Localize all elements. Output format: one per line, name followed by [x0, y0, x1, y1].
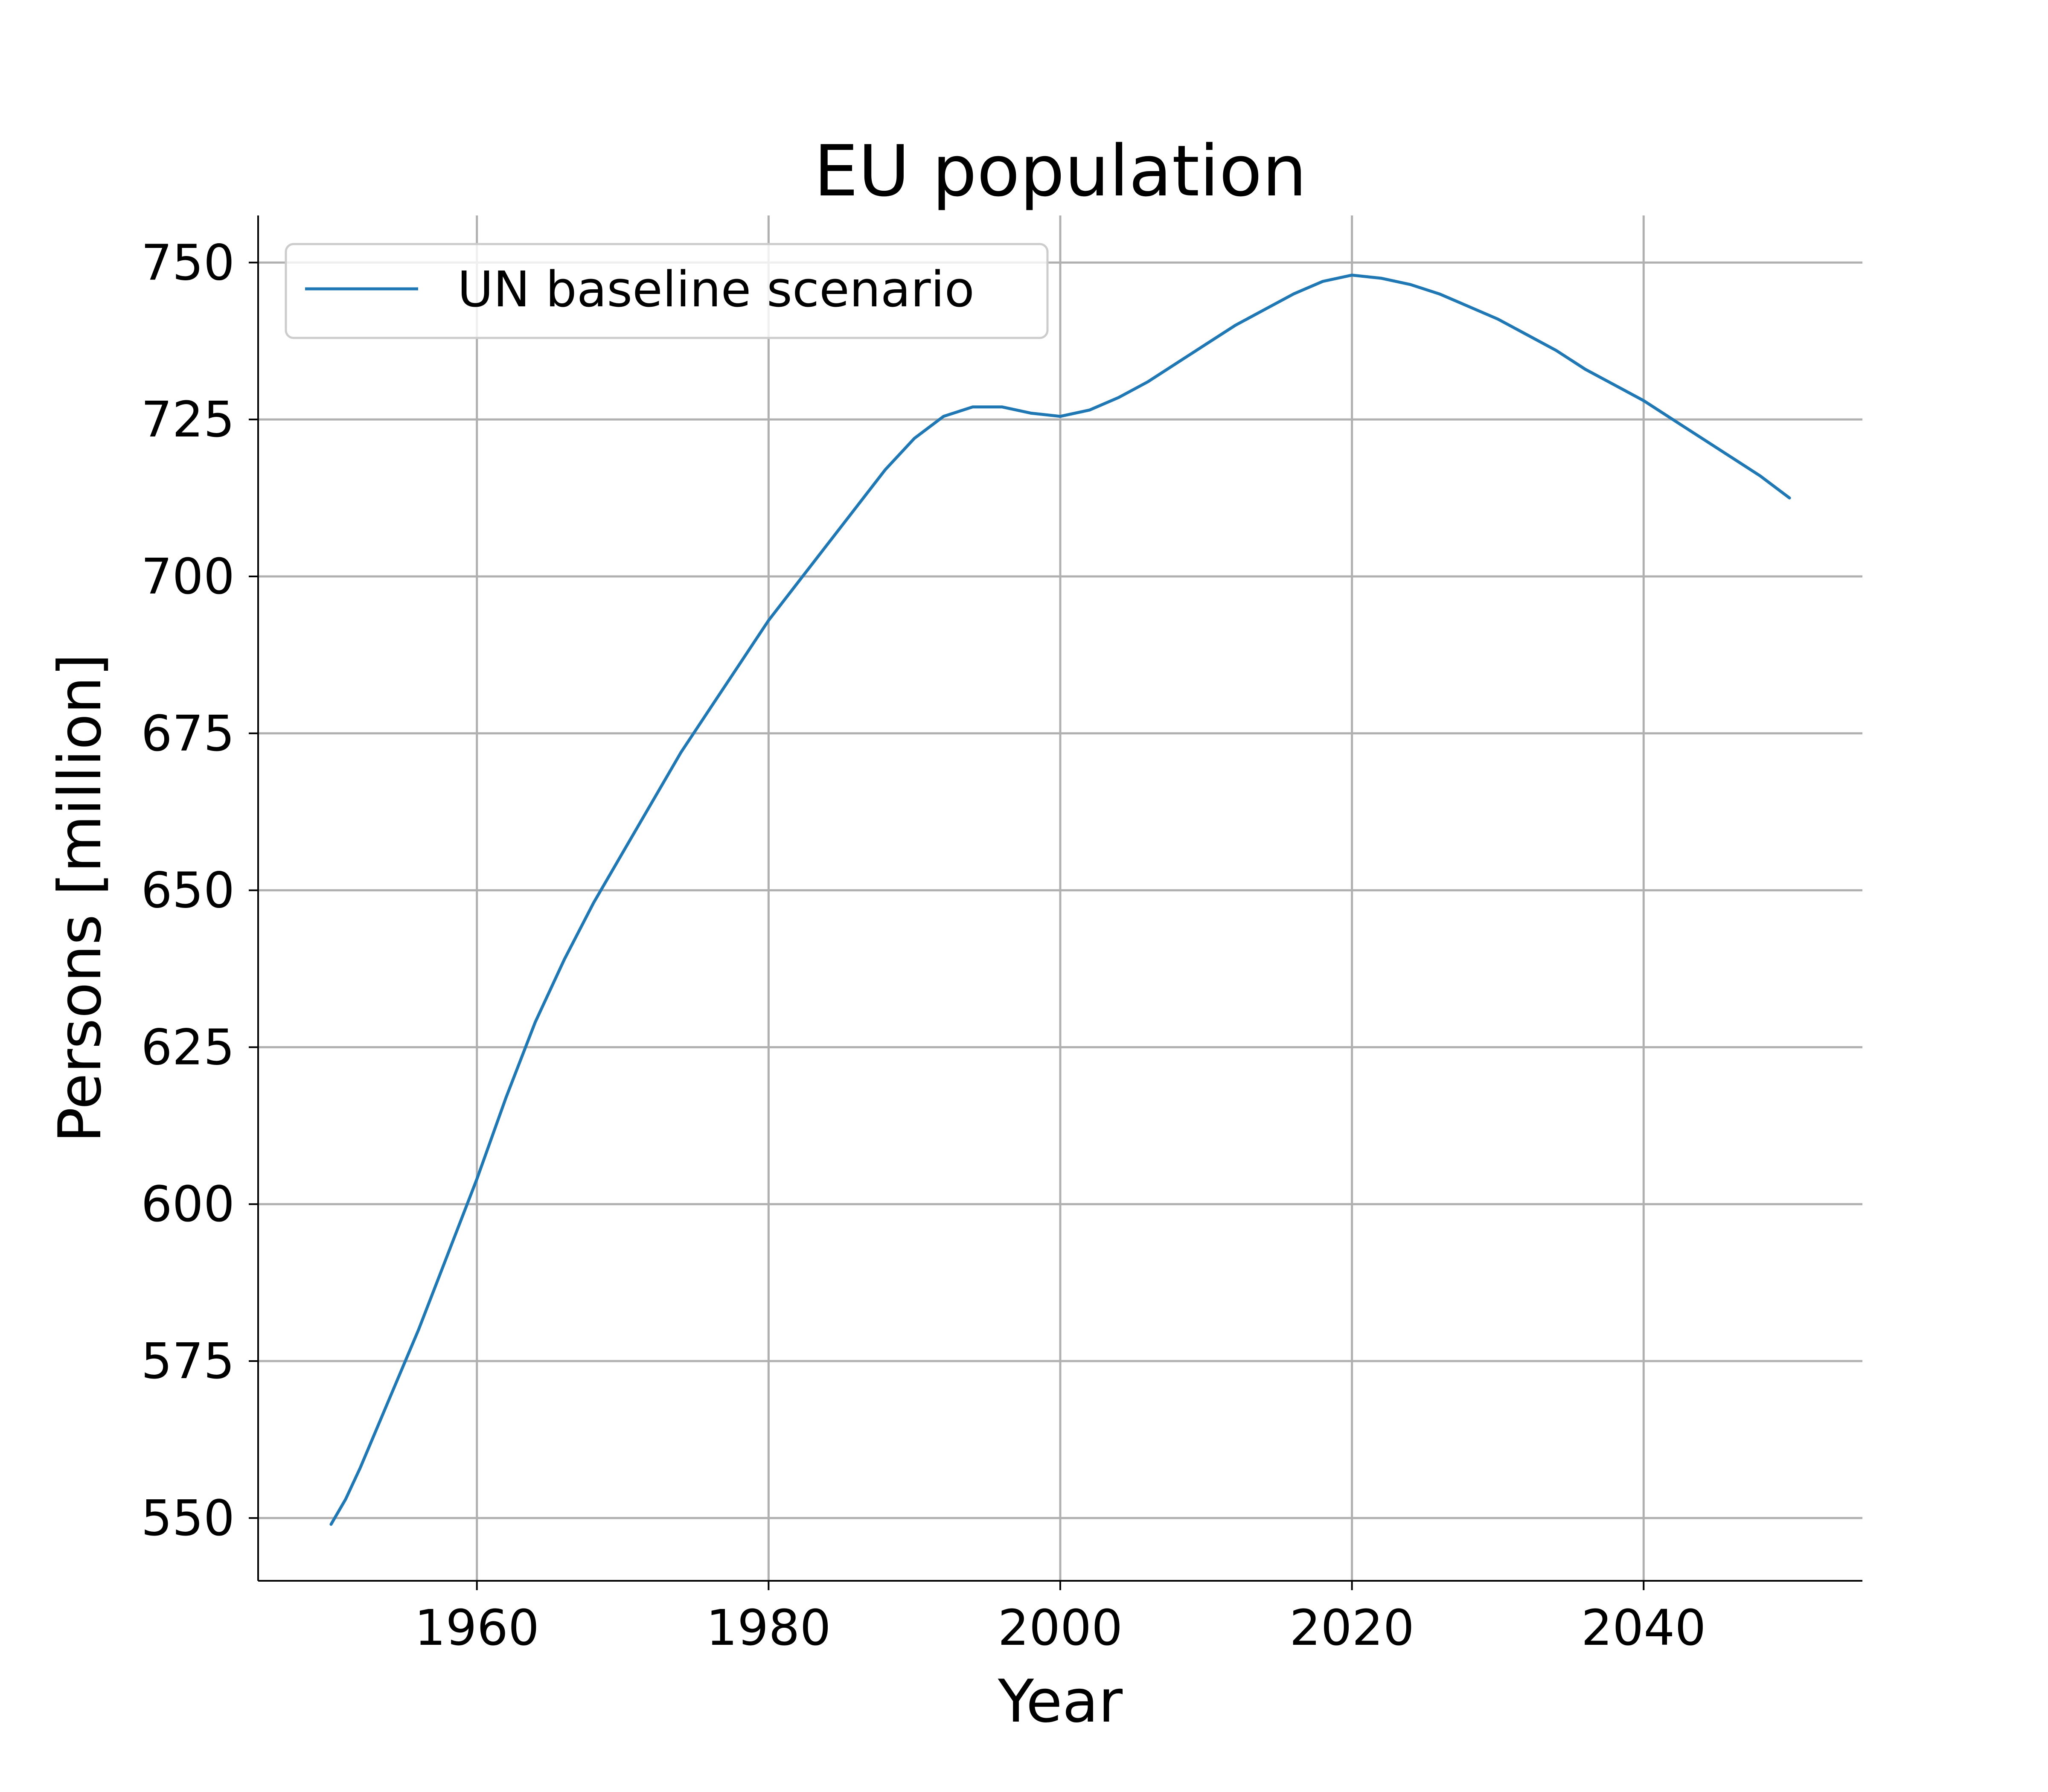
y-tick-label: 750	[141, 234, 235, 291]
ticks: 1960 1980 2000 2020 2040 550 575 600 625 650 675 70…	[141, 234, 1706, 1657]
series-line-0	[329, 273, 1791, 1526]
legend-box	[285, 243, 1049, 339]
y-tick-label: 725	[141, 391, 235, 448]
y-tick-label: 675	[141, 705, 235, 762]
x-tick-label: 2040	[1581, 1600, 1706, 1657]
y-tick-label: 625	[141, 1019, 235, 1076]
y-tick-label: 575	[141, 1333, 235, 1390]
x-tick-label: 2000	[998, 1600, 1123, 1657]
x-axis-title: Year	[998, 1667, 1123, 1736]
y-tick-label: 700	[141, 548, 235, 605]
legend-label-un-baseline: UN baseline scenario	[457, 261, 975, 318]
y-tick-label: 650	[141, 862, 235, 919]
chart-title: EU population	[814, 130, 1306, 212]
y-tick-label: 600	[141, 1176, 235, 1233]
grid	[258, 215, 1862, 1581]
x-tick-label: 1980	[706, 1600, 831, 1657]
x-tick-label: 2020	[1289, 1600, 1414, 1657]
x-tick-label: 1960	[414, 1600, 539, 1657]
legend: UN baseline scenario	[285, 243, 1049, 339]
y-axis-title: Persons [million]	[46, 654, 114, 1143]
y-tick-label: 550	[141, 1490, 235, 1547]
series	[329, 273, 1791, 1526]
